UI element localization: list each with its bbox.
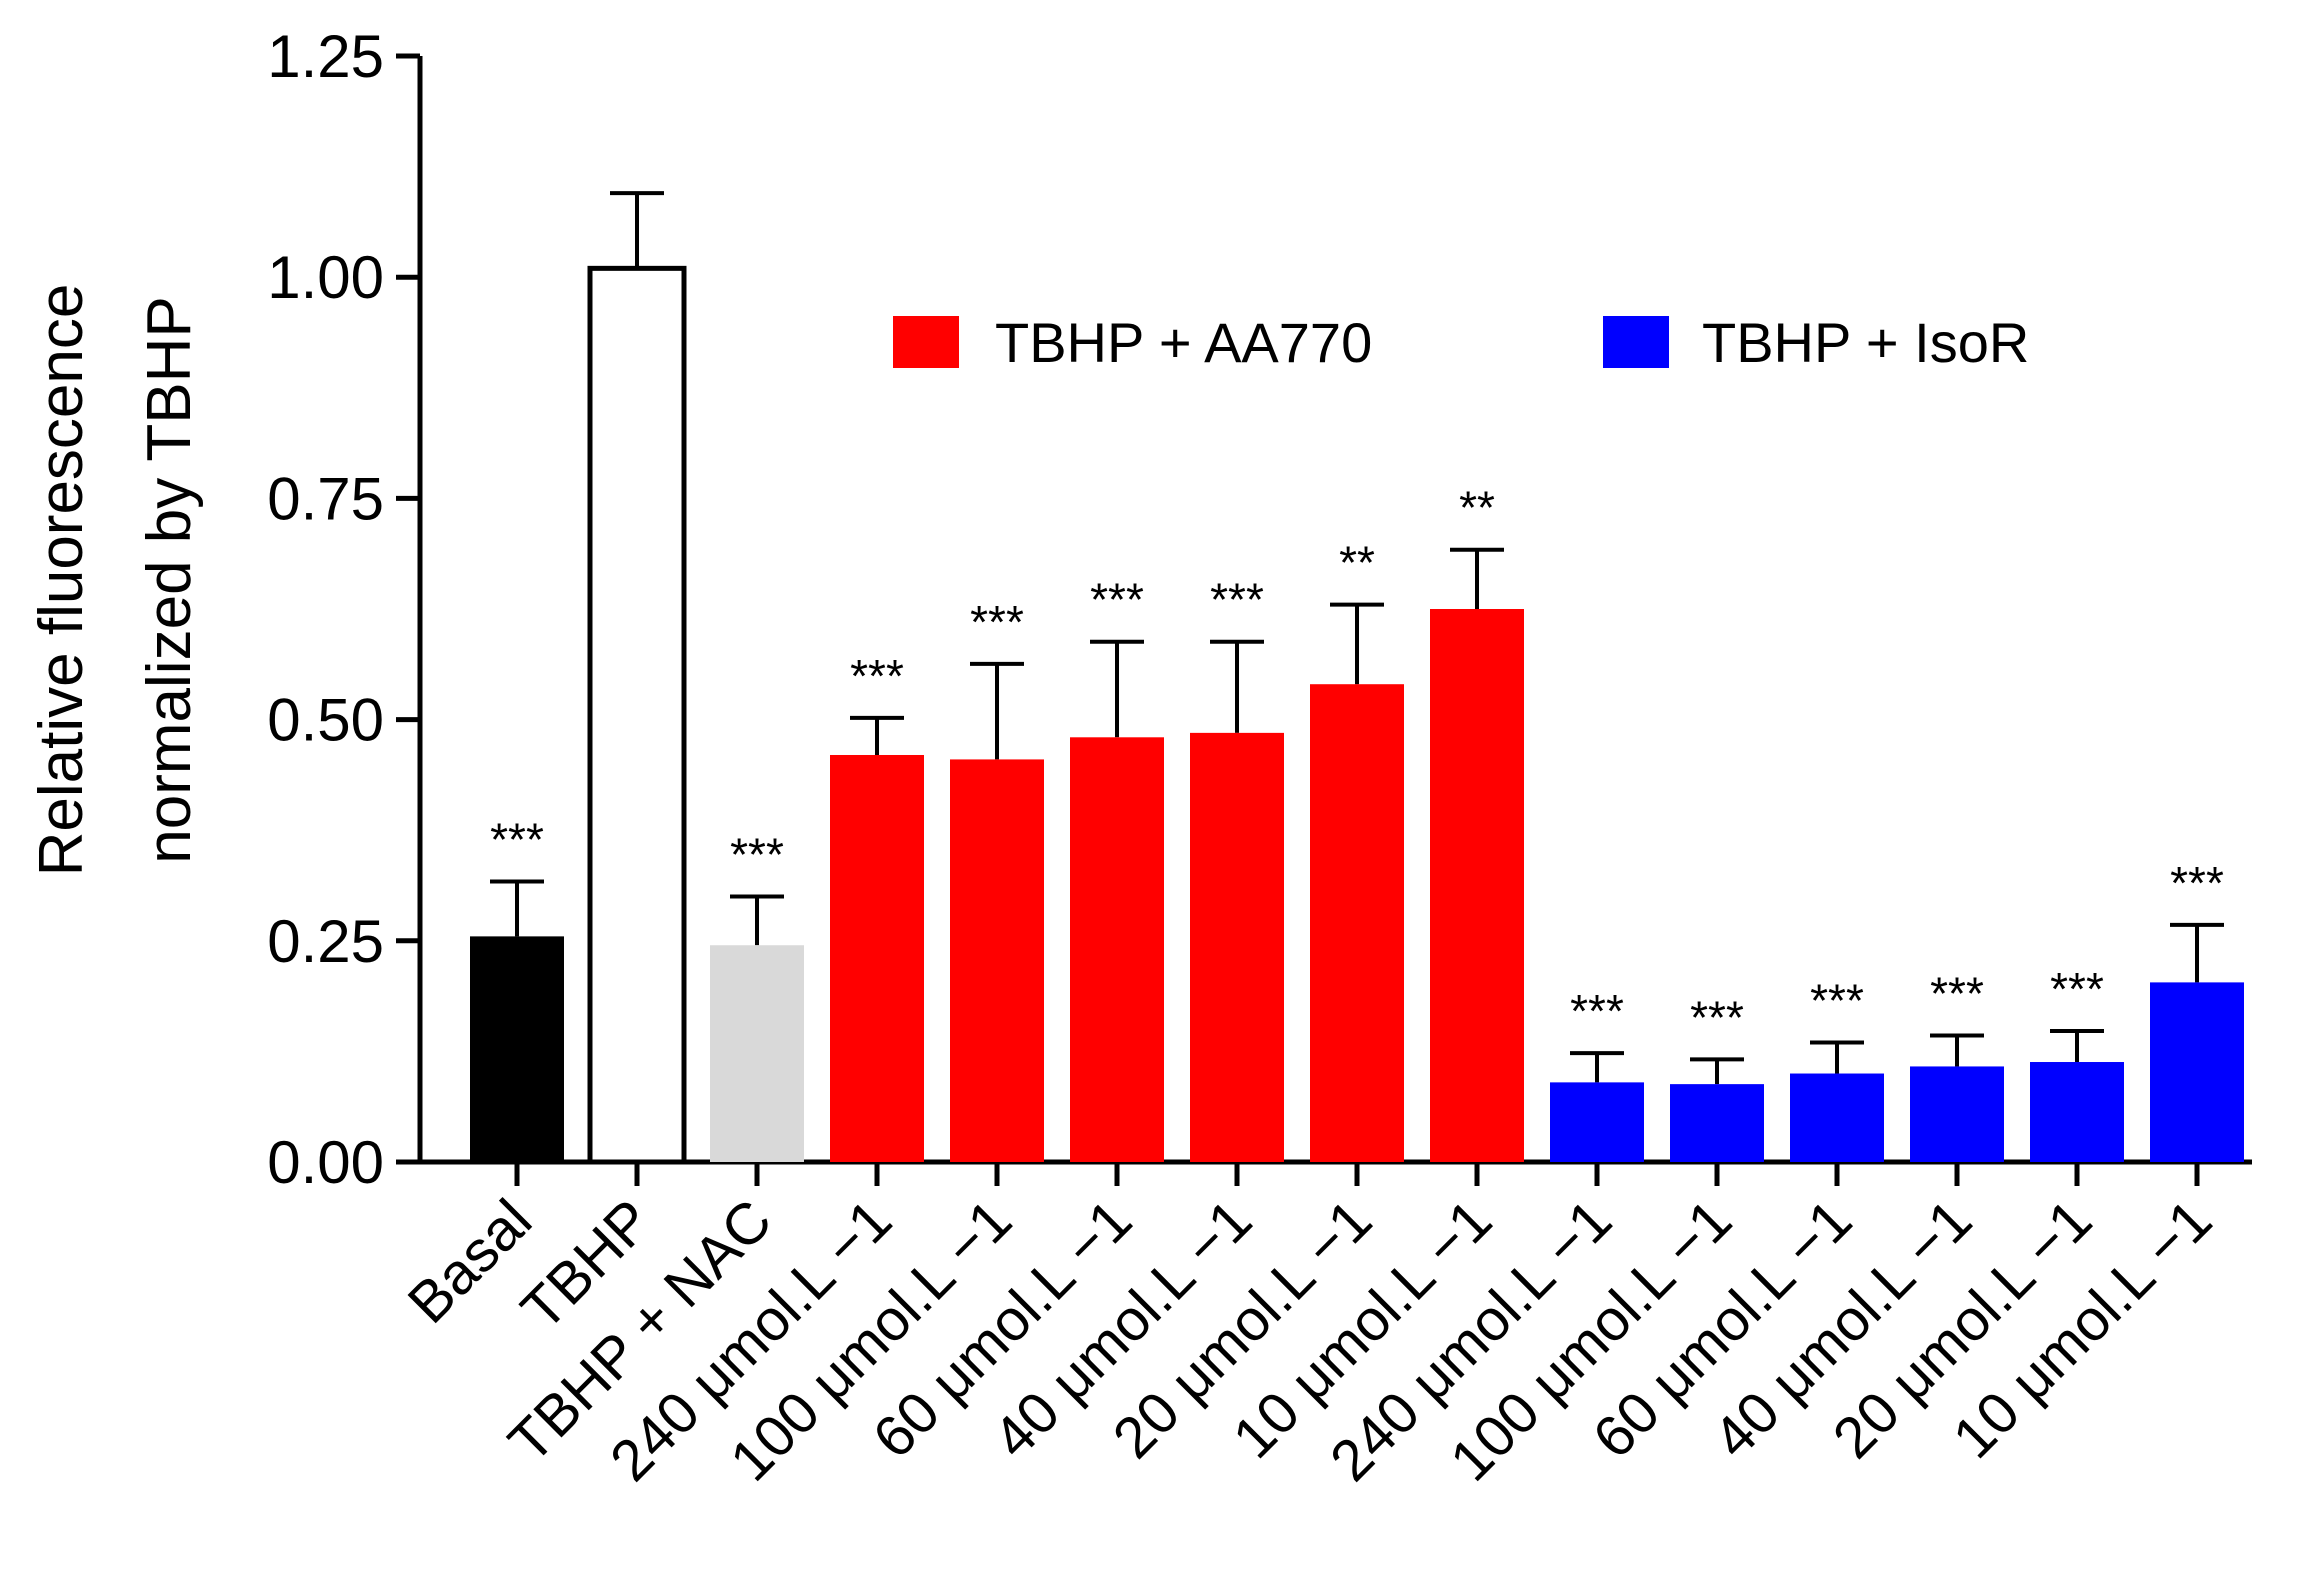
significance-label: *** (2170, 857, 2224, 909)
bar (1310, 684, 1404, 1162)
significance-label: *** (730, 829, 784, 881)
bar (1190, 732, 1284, 1162)
significance-label: *** (1930, 967, 1984, 1019)
significance-label: *** (1210, 574, 1264, 626)
bar (2150, 982, 2244, 1162)
y-axis-label-line2: normalized by TBHP (135, 296, 204, 863)
bar (1790, 1073, 1884, 1162)
y-axis-label-line1: Relative fluorescence (27, 284, 96, 877)
bar (1070, 737, 1164, 1162)
significance-label: *** (1570, 985, 1624, 1037)
y-axis-label: Relative fluorescence normalized by TBHP (27, 284, 204, 877)
y-tick-label: 1.00 (267, 244, 384, 311)
y-tick-label: 0.00 (267, 1129, 384, 1196)
significance-label: *** (1690, 991, 1744, 1043)
significance-label: *** (1810, 975, 1864, 1027)
bar (2030, 1062, 2124, 1162)
significance-label: *** (490, 814, 544, 866)
significance-label: *** (2050, 963, 2104, 1015)
x-tick-label: Basal (396, 1187, 545, 1336)
bar (950, 759, 1044, 1162)
bar (1430, 609, 1524, 1162)
bar (587, 265, 687, 1165)
bar (830, 754, 924, 1162)
axes: 0.00 0.25 0.50 0.75 1.00 1.25 (267, 23, 2252, 1196)
legend: TBHP + AA770 TBHP + IsoR (893, 311, 2029, 374)
y-tick-label: 1.25 (267, 23, 384, 90)
bars-group: *** ********* *** ********** *** *** *** ****** (470, 191, 2244, 1165)
bar (1910, 1066, 2004, 1162)
significance-label: *** (850, 650, 904, 702)
legend-label-isor: TBHP + IsoR (1702, 311, 2029, 374)
legend-label-aa770: TBHP + AA770 (995, 311, 1372, 374)
legend-swatch-aa770 (893, 316, 959, 368)
y-tick-label: 0.50 (267, 687, 384, 754)
bar (470, 936, 564, 1162)
bar (710, 945, 804, 1162)
legend-swatch-isor (1603, 316, 1669, 368)
y-tick-label: 0.75 (267, 465, 384, 532)
significance-label: *** (970, 596, 1024, 648)
significance-label: ** (1459, 482, 1495, 534)
significance-label: *** (1090, 574, 1144, 626)
significance-label: ** (1339, 537, 1375, 589)
bar (1550, 1082, 1644, 1162)
y-tick-label: 0.25 (267, 908, 384, 975)
bar (1670, 1084, 1764, 1162)
